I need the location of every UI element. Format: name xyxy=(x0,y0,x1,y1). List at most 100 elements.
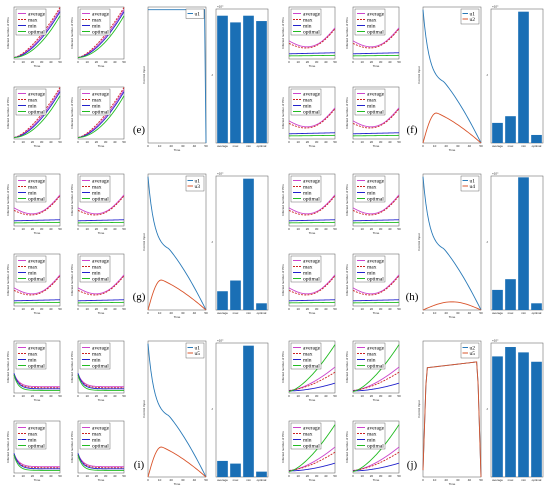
bar-max xyxy=(505,347,516,477)
control-u1-line xyxy=(147,343,207,478)
series-optimal-line xyxy=(77,95,125,138)
series-max-line xyxy=(352,195,400,216)
panel-label: (j) xyxy=(407,459,418,471)
x-tick-label: 20 xyxy=(370,60,374,64)
x-axis-label: Time xyxy=(449,148,456,152)
series-average-line xyxy=(288,274,336,295)
x-axis-label: Time xyxy=(98,478,105,482)
x-tick-label: 20 xyxy=(95,140,99,144)
bar-category-label: max xyxy=(508,144,514,148)
x-tick-label: 50 xyxy=(122,394,126,398)
x-tick-label: 30 xyxy=(40,474,44,478)
bar-category-label: optimal xyxy=(257,311,267,315)
legend-label: optimal xyxy=(92,110,109,116)
y-axis-label: Infected number of PCs xyxy=(6,17,10,49)
legend-label: optimal xyxy=(303,277,320,283)
infection-subplot: 0 10 20 30 40 50 Time Infected number of PCs ave… xyxy=(345,253,401,315)
x-tick-label: 20 xyxy=(170,144,174,148)
x-tick-label: 40 xyxy=(388,140,392,144)
series-max-line xyxy=(288,195,336,216)
series-optimal-line xyxy=(77,454,124,471)
legend-label: optimal xyxy=(303,364,320,370)
series-average-line xyxy=(13,194,61,215)
series-average-line xyxy=(77,194,125,215)
x-tick-label: 20 xyxy=(306,60,310,64)
x-tick-label: 40 xyxy=(49,140,53,144)
x-tick-label: 0 xyxy=(77,474,79,478)
infection-subplot: 0 10 20 30 40 50 Time Infected number of PCs ave… xyxy=(70,86,126,148)
infection-subplot: 0 10 20 30 40 50 Time Infected number of PCs ave… xyxy=(70,420,126,482)
x-tick-label: 10 xyxy=(433,478,437,482)
bar-frame xyxy=(490,175,544,311)
series-min-line xyxy=(352,462,400,472)
legend-label: min xyxy=(367,438,376,444)
series-max-line xyxy=(352,451,400,471)
x-tick-label: 10 xyxy=(158,478,162,482)
bar-category-label: max xyxy=(508,311,514,315)
x-tick-label: 40 xyxy=(468,144,472,148)
x-axis-label: Time xyxy=(174,315,181,319)
x-tick-label: 40 xyxy=(113,60,117,64)
x-tick-label: 50 xyxy=(122,474,126,478)
legend-label: max xyxy=(367,265,377,271)
bar-max xyxy=(230,463,241,477)
legend-label: average xyxy=(303,259,321,265)
bar-y-label: J xyxy=(211,240,213,244)
infection-subplot: 0 10 20 30 40 50 Time Infected number of PCs ave… xyxy=(345,420,401,482)
control-u1-line xyxy=(147,176,207,311)
series-average-line xyxy=(77,89,125,138)
x-tick-label: 10 xyxy=(361,227,365,231)
control-legend-box xyxy=(460,342,480,359)
control-legend-box xyxy=(460,175,480,192)
x-tick-label: 50 xyxy=(58,474,62,478)
x-tick-label: 50 xyxy=(58,394,62,398)
x-tick-label: 40 xyxy=(324,474,328,478)
y-axis-label: Infected number of PCs xyxy=(70,431,74,463)
y-axis-label: Infected number of PCs xyxy=(70,351,74,383)
y-axis-label: Control Input xyxy=(142,233,146,250)
bar-optimal xyxy=(256,21,267,144)
x-tick-label: 40 xyxy=(388,474,392,478)
x-tick-label: 10 xyxy=(297,140,301,144)
legend-label: optimal xyxy=(92,197,109,203)
legend-label: optimal xyxy=(92,277,109,283)
x-tick-label: 40 xyxy=(113,140,117,144)
x-axis-label: Time xyxy=(98,398,105,402)
series-min-line xyxy=(77,91,125,138)
x-tick-label: 20 xyxy=(306,227,310,231)
x-tick-label: 50 xyxy=(58,60,62,64)
bar-category-label: average xyxy=(492,144,503,148)
series-max-line xyxy=(77,374,124,389)
infection-subplot: 0 10 20 30 40 50 Time Infected number of PCs ave… xyxy=(70,173,126,235)
x-axis-label: Time xyxy=(373,398,380,402)
x-axis-label: Time xyxy=(98,144,105,148)
bar-category-label: optimal xyxy=(532,311,542,315)
x-tick-label: 20 xyxy=(95,60,99,64)
panel-label: (i) xyxy=(134,459,145,471)
control-u5-line xyxy=(147,446,207,478)
bar-category-label: optimal xyxy=(532,144,542,148)
legend-label: max xyxy=(303,432,313,438)
bar-y-label: J xyxy=(486,407,488,411)
infection-subplot: 0 10 20 30 40 50 Time Infected number of PCs ave… xyxy=(70,340,126,402)
x-axis-label: Time xyxy=(373,144,380,148)
series-max-line xyxy=(13,275,61,296)
legend-label: min xyxy=(28,358,37,364)
series-min-line xyxy=(13,219,61,222)
legend-label: average xyxy=(28,92,46,98)
x-axis-label: Time xyxy=(449,482,456,486)
series-average-line xyxy=(13,9,61,58)
control-u3-line xyxy=(147,279,207,311)
x-tick-label: 0 xyxy=(288,60,290,64)
panel-e: 0 10 20 30 40 50 Time Infected number of PCs ave… xyxy=(6,5,269,152)
x-tick-label: 0 xyxy=(352,307,354,311)
bar-exponent: ×10⁴ xyxy=(492,339,499,343)
x-tick-label: 40 xyxy=(388,307,392,311)
x-tick-label: 40 xyxy=(49,307,53,311)
x-axis-label: Time xyxy=(98,231,105,235)
panel-g: 0 10 20 30 40 50 Time Infected number of PCs ave… xyxy=(6,172,269,319)
bar-exponent: ×10⁴ xyxy=(217,5,224,9)
x-tick-label: 40 xyxy=(388,60,392,64)
x-tick-label: 10 xyxy=(22,394,26,398)
